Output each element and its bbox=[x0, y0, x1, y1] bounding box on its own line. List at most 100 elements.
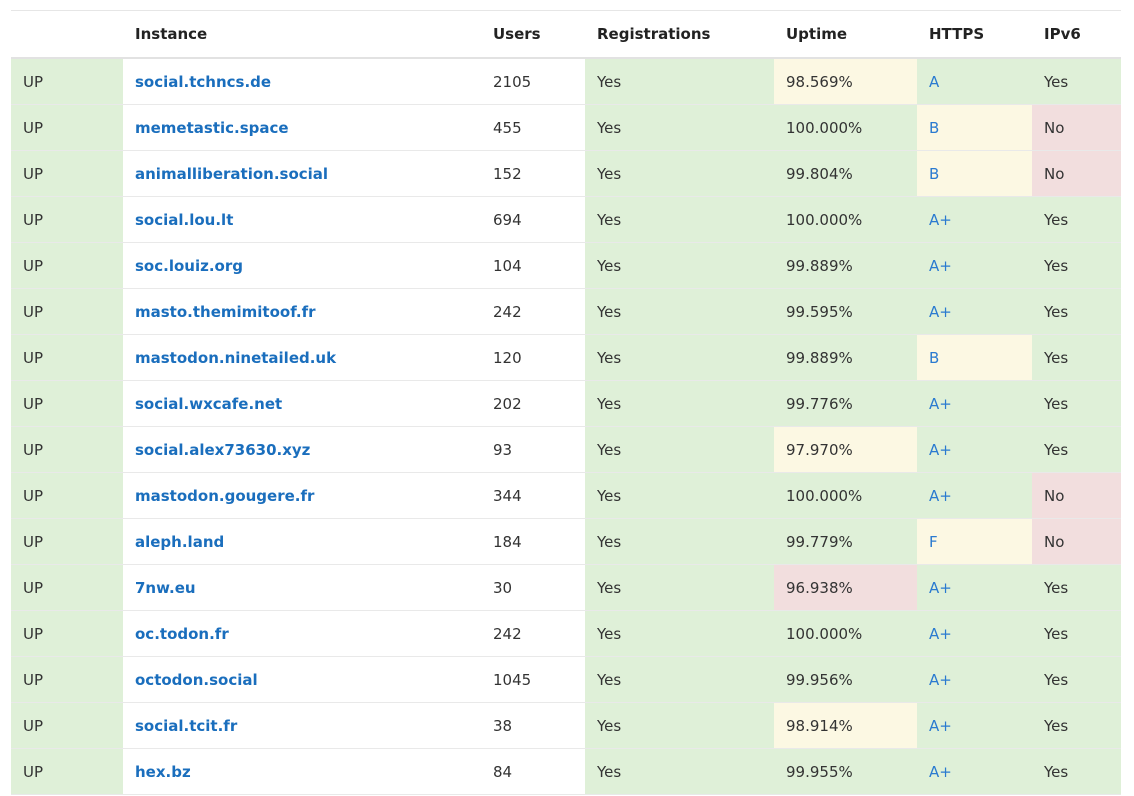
instance-link[interactable]: oc.todon.fr bbox=[135, 624, 229, 643]
table-row: UP social.tchncs.de 2105 Yes 98.569% A Yes bbox=[11, 58, 1121, 105]
uptime-cell: 97.970% bbox=[774, 426, 917, 473]
https-grade-cell[interactable]: A+ bbox=[917, 702, 1032, 749]
registrations-cell: Yes bbox=[585, 656, 774, 703]
https-grade-cell[interactable]: A+ bbox=[917, 426, 1032, 473]
users-cell: 104 bbox=[481, 242, 585, 289]
https-grade-cell[interactable]: B bbox=[917, 104, 1032, 151]
ipv6-cell: No bbox=[1032, 518, 1121, 565]
https-grade-cell[interactable]: A+ bbox=[917, 196, 1032, 243]
instance-link[interactable]: mastodon.gougere.fr bbox=[135, 486, 315, 505]
users-cell: 202 bbox=[481, 380, 585, 427]
instance-cell: oc.todon.fr bbox=[123, 610, 481, 657]
instance-link[interactable]: social.lou.lt bbox=[135, 210, 234, 229]
https-grade-cell[interactable]: A+ bbox=[917, 472, 1032, 519]
instance-link[interactable]: 7nw.eu bbox=[135, 578, 196, 597]
column-header-users[interactable]: Users bbox=[481, 10, 585, 59]
instance-cell: 7nw.eu bbox=[123, 564, 481, 611]
https-grade-cell[interactable]: A+ bbox=[917, 656, 1032, 703]
instance-cell: aleph.land bbox=[123, 518, 481, 565]
table-row: UP memetastic.space 455 Yes 100.000% B No bbox=[11, 104, 1121, 151]
instance-link[interactable]: octodon.social bbox=[135, 670, 258, 689]
instance-cell: animalliberation.social bbox=[123, 150, 481, 197]
uptime-cell: 99.955% bbox=[774, 748, 917, 795]
https-grade-cell[interactable]: A+ bbox=[917, 610, 1032, 657]
uptime-cell: 99.889% bbox=[774, 242, 917, 289]
status-cell: UP bbox=[11, 242, 123, 289]
table-row: UP aleph.land 184 Yes 99.779% F No bbox=[11, 518, 1121, 565]
instance-link[interactable]: hex.bz bbox=[135, 762, 191, 781]
column-header-ipv6[interactable]: IPv6 bbox=[1032, 10, 1121, 59]
table-row: UP social.tcit.fr 38 Yes 98.914% A+ Yes bbox=[11, 702, 1121, 749]
instance-link[interactable]: soc.louiz.org bbox=[135, 256, 243, 275]
instance-link[interactable]: social.tchncs.de bbox=[135, 72, 272, 91]
uptime-cell: 98.569% bbox=[774, 58, 917, 105]
column-header-uptime[interactable]: Uptime bbox=[774, 10, 917, 59]
ipv6-cell: No bbox=[1032, 150, 1121, 197]
instance-link[interactable]: mastodon.ninetailed.uk bbox=[135, 348, 337, 367]
https-grade-cell[interactable]: B bbox=[917, 150, 1032, 197]
table-row: UP social.wxcafe.net 202 Yes 99.776% A+ Yes bbox=[11, 380, 1121, 427]
instance-link[interactable]: memetastic.space bbox=[135, 118, 289, 137]
instance-link[interactable]: masto.themimitoof.fr bbox=[135, 302, 316, 321]
instance-cell: masto.themimitoof.fr bbox=[123, 288, 481, 335]
table-row: UP 7nw.eu 30 Yes 96.938% A+ Yes bbox=[11, 564, 1121, 611]
uptime-cell: 99.889% bbox=[774, 334, 917, 381]
https-grade-cell[interactable]: A+ bbox=[917, 288, 1032, 335]
instance-cell: memetastic.space bbox=[123, 104, 481, 151]
table-row: UP mastodon.ninetailed.uk 120 Yes 99.889% B Ye… bbox=[11, 334, 1121, 381]
status-cell: UP bbox=[11, 518, 123, 565]
https-grade-cell[interactable]: A+ bbox=[917, 748, 1032, 795]
https-grade-cell[interactable]: A+ bbox=[917, 242, 1032, 289]
column-header-registrations[interactable]: Registrations bbox=[585, 10, 774, 59]
status-cell: UP bbox=[11, 334, 123, 381]
registrations-cell: Yes bbox=[585, 380, 774, 427]
instance-link[interactable]: social.wxcafe.net bbox=[135, 394, 283, 413]
uptime-cell: 99.595% bbox=[774, 288, 917, 335]
https-grade-cell[interactable]: A+ bbox=[917, 380, 1032, 427]
registrations-cell: Yes bbox=[585, 58, 774, 105]
instance-link[interactable]: social.tcit.fr bbox=[135, 716, 238, 735]
users-cell: 84 bbox=[481, 748, 585, 795]
uptime-cell: 99.779% bbox=[774, 518, 917, 565]
ipv6-cell: Yes bbox=[1032, 380, 1121, 427]
instance-link[interactable]: animalliberation.social bbox=[135, 164, 329, 183]
uptime-cell: 100.000% bbox=[774, 610, 917, 657]
instance-cell: octodon.social bbox=[123, 656, 481, 703]
registrations-cell: Yes bbox=[585, 242, 774, 289]
table-body: UP social.tchncs.de 2105 Yes 98.569% A Yes UP me… bbox=[11, 58, 1121, 795]
https-grade-cell[interactable]: A bbox=[917, 58, 1032, 105]
users-cell: 120 bbox=[481, 334, 585, 381]
users-cell: 242 bbox=[481, 288, 585, 335]
ipv6-cell: Yes bbox=[1032, 610, 1121, 657]
instance-cell: mastodon.ninetailed.uk bbox=[123, 334, 481, 381]
status-cell: UP bbox=[11, 288, 123, 335]
instance-cell: social.lou.lt bbox=[123, 196, 481, 243]
status-cell: UP bbox=[11, 426, 123, 473]
users-cell: 455 bbox=[481, 104, 585, 151]
uptime-cell: 100.000% bbox=[774, 104, 917, 151]
column-header-instance[interactable]: Instance bbox=[123, 10, 481, 59]
https-grade-cell[interactable]: A+ bbox=[917, 564, 1032, 611]
column-header-https[interactable]: HTTPS bbox=[917, 10, 1032, 59]
status-cell: UP bbox=[11, 472, 123, 519]
instance-cell: soc.louiz.org bbox=[123, 242, 481, 289]
uptime-cell: 100.000% bbox=[774, 196, 917, 243]
registrations-cell: Yes bbox=[585, 472, 774, 519]
instance-link[interactable]: aleph.land bbox=[135, 532, 225, 551]
instance-cell: social.tcit.fr bbox=[123, 702, 481, 749]
header-row: Instance Users Registrations Uptime HTTP… bbox=[11, 10, 1121, 59]
registrations-cell: Yes bbox=[585, 196, 774, 243]
ipv6-cell: Yes bbox=[1032, 656, 1121, 703]
registrations-cell: Yes bbox=[585, 334, 774, 381]
instance-cell: social.wxcafe.net bbox=[123, 380, 481, 427]
https-grade-cell[interactable]: B bbox=[917, 334, 1032, 381]
instance-cell: social.alex73630.xyz bbox=[123, 426, 481, 473]
registrations-cell: Yes bbox=[585, 748, 774, 795]
instance-link[interactable]: social.alex73630.xyz bbox=[135, 440, 311, 459]
column-header-status bbox=[11, 10, 123, 59]
table-row: UP soc.louiz.org 104 Yes 99.889% A+ Yes bbox=[11, 242, 1121, 289]
users-cell: 694 bbox=[481, 196, 585, 243]
https-grade-cell[interactable]: F bbox=[917, 518, 1032, 565]
status-cell: UP bbox=[11, 702, 123, 749]
registrations-cell: Yes bbox=[585, 104, 774, 151]
